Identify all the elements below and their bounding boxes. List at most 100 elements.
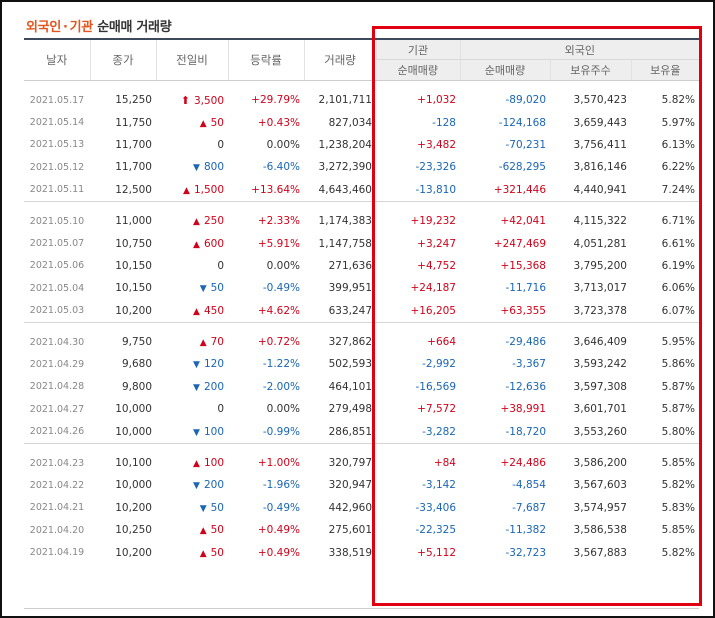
date-cell: 2021.05.07 [29, 238, 85, 250]
table-row: 2021.05.11 12,500 ▲ 1,500 +13.64% 4,643,460 -1… [24, 179, 699, 202]
rate-cell: 0.00% [266, 259, 300, 272]
foreign-ratio-cell: 7.24% [661, 183, 696, 196]
volume-cell: 464,101 [328, 380, 372, 393]
volume-cell: 3,272,390 [318, 161, 372, 174]
down-triangle-icon: ▼ [193, 427, 200, 438]
rate-cell: +0.49% [257, 524, 300, 537]
change-cell: ▼ 50 [156, 277, 228, 299]
inst-net-cell: -2,992 [422, 358, 456, 371]
table-row: 2021.04.26 10,000 ▼ 100 -0.99% 286,851 -3,282 -… [24, 420, 699, 443]
foreign-ratio-cell: 5.82% [661, 546, 696, 559]
foreign-net-cell: -12,636 [505, 380, 546, 393]
volume-cell: 279,498 [328, 403, 372, 416]
foreign-hold-cell: 4,440,941 [573, 183, 627, 196]
inst-net-cell: -22,325 [415, 524, 456, 537]
close-cell: 10,750 [115, 237, 152, 250]
table-row: 2021.04.21 10,200 ▼ 50 -0.49% 442,960 -33,406 -… [24, 497, 699, 519]
header-close: 종가 [89, 40, 156, 81]
header-foreign-net: 순매매량 [459, 59, 550, 81]
highlight-box [372, 26, 702, 606]
foreign-ratio-cell: 5.87% [661, 403, 696, 416]
date-cell: 2021.05.12 [29, 161, 85, 173]
title-separator: · [62, 20, 68, 35]
close-cell: 10,250 [115, 524, 152, 537]
volume-cell: 271,636 [328, 259, 372, 272]
close-cell: 11,750 [115, 116, 152, 129]
change-cell: ▼ 800 [156, 156, 228, 178]
rate-cell: +1.00% [257, 457, 300, 470]
rate-cell: -6.40% [262, 161, 300, 174]
rate-cell: -0.49% [262, 282, 300, 295]
header-inst-net: 순매매량 [376, 59, 460, 81]
change-cell: 0 [156, 255, 228, 277]
change-value: 100 [203, 457, 224, 470]
change-value: 200 [203, 380, 224, 393]
foreign-net-cell: -70,231 [505, 138, 546, 151]
title-institution: 기관 [69, 20, 94, 35]
change-cell: ⬆ 3,500 [156, 89, 228, 111]
change-cell: ▼ 50 [156, 497, 228, 519]
rate-cell: -0.49% [262, 501, 300, 514]
limit-up-icon: ⬆ [180, 93, 190, 107]
table-row: 2021.05.13 11,700 0 0.00% 1,238,204 +3,482 -70… [24, 134, 699, 156]
change-value: 100 [203, 425, 224, 438]
separator-cell [24, 200, 700, 210]
change-cell: ▲ 50 [156, 519, 228, 541]
foreign-net-cell: -29,486 [505, 336, 546, 349]
rate-cell: +5.91% [257, 237, 300, 250]
change-cell: ▼ 200 [156, 376, 228, 398]
change-value: 600 [203, 237, 224, 250]
change-value: 50 [210, 116, 224, 129]
separator-cell [24, 321, 700, 331]
up-triangle-icon: ▲ [193, 306, 200, 317]
foreign-hold-cell: 3,723,378 [573, 304, 627, 317]
volume-cell: 1,238,204 [318, 138, 372, 151]
date-cell: 2021.04.20 [29, 524, 85, 536]
foreign-net-cell: -32,723 [505, 546, 546, 559]
inst-net-cell: +19,232 [410, 215, 456, 228]
foreign-net-cell: -89,020 [505, 94, 546, 107]
date-cell: 2021.04.29 [29, 358, 85, 370]
close-cell: 10,200 [115, 304, 152, 317]
up-triangle-icon: ▲ [193, 459, 200, 470]
foreign-hold-cell: 3,659,443 [573, 116, 627, 129]
header-rate: 등락률 [227, 40, 304, 81]
volume-cell: 286,851 [328, 425, 372, 438]
foreign-ratio-cell: 6.13% [661, 138, 696, 151]
trading-table: 날자 종가 전일비 등락률 거래량 기관 외국인 순매매량 순매매량 보유주수 … [24, 40, 700, 564]
rate-cell: +0.49% [257, 546, 300, 559]
title-suffix: 순매매 거래량 [97, 20, 172, 35]
foreign-hold-cell: 3,756,411 [573, 138, 627, 151]
close-cell: 10,000 [115, 479, 152, 492]
foreign-net-cell: -7,687 [512, 501, 546, 514]
down-triangle-icon: ▼ [193, 163, 200, 174]
down-triangle-icon: ▼ [199, 503, 207, 514]
inst-net-cell: +3,247 [417, 237, 456, 250]
close-cell: 10,150 [115, 259, 152, 272]
foreign-hold-cell: 3,816,146 [573, 161, 627, 174]
up-triangle-icon: ▲ [193, 239, 200, 250]
date-cell: 2021.04.30 [29, 336, 85, 348]
change-value: 0 [217, 259, 224, 272]
change-cell: ▲ 100 [156, 452, 228, 474]
foreign-ratio-cell: 5.95% [661, 336, 696, 349]
foreign-ratio-cell: 5.86% [661, 358, 696, 371]
date-cell: 2021.04.28 [29, 381, 85, 393]
volume-cell: 827,034 [328, 116, 372, 129]
page-title: 외국인 · 기관 순매매 거래량 [26, 16, 172, 35]
close-cell: 11,700 [115, 161, 152, 174]
close-cell: 10,000 [115, 403, 152, 416]
date-cell: 2021.05.14 [29, 117, 85, 129]
foreign-net-cell: -11,382 [505, 524, 546, 537]
inst-net-cell: +16,205 [410, 304, 456, 317]
date-cell: 2021.04.19 [29, 547, 85, 559]
date-cell: 2021.04.22 [29, 479, 85, 491]
volume-cell: 2,101,711 [318, 94, 372, 107]
change-value: 70 [210, 336, 224, 349]
separator-cell [24, 442, 700, 452]
down-triangle-icon: ▼ [199, 284, 207, 295]
foreign-net-cell: +42,041 [500, 215, 546, 228]
inst-net-cell: -16,569 [415, 380, 456, 393]
date-cell: 2021.05.17 [29, 94, 85, 106]
rate-cell: -1.96% [262, 479, 300, 492]
